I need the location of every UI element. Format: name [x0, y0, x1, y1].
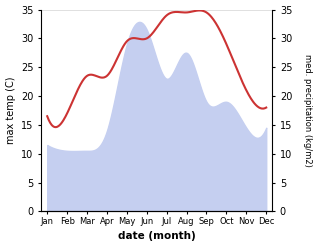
Y-axis label: max temp (C): max temp (C) [5, 77, 16, 144]
X-axis label: date (month): date (month) [118, 231, 196, 242]
Y-axis label: med. precipitation (kg/m2): med. precipitation (kg/m2) [303, 54, 313, 167]
